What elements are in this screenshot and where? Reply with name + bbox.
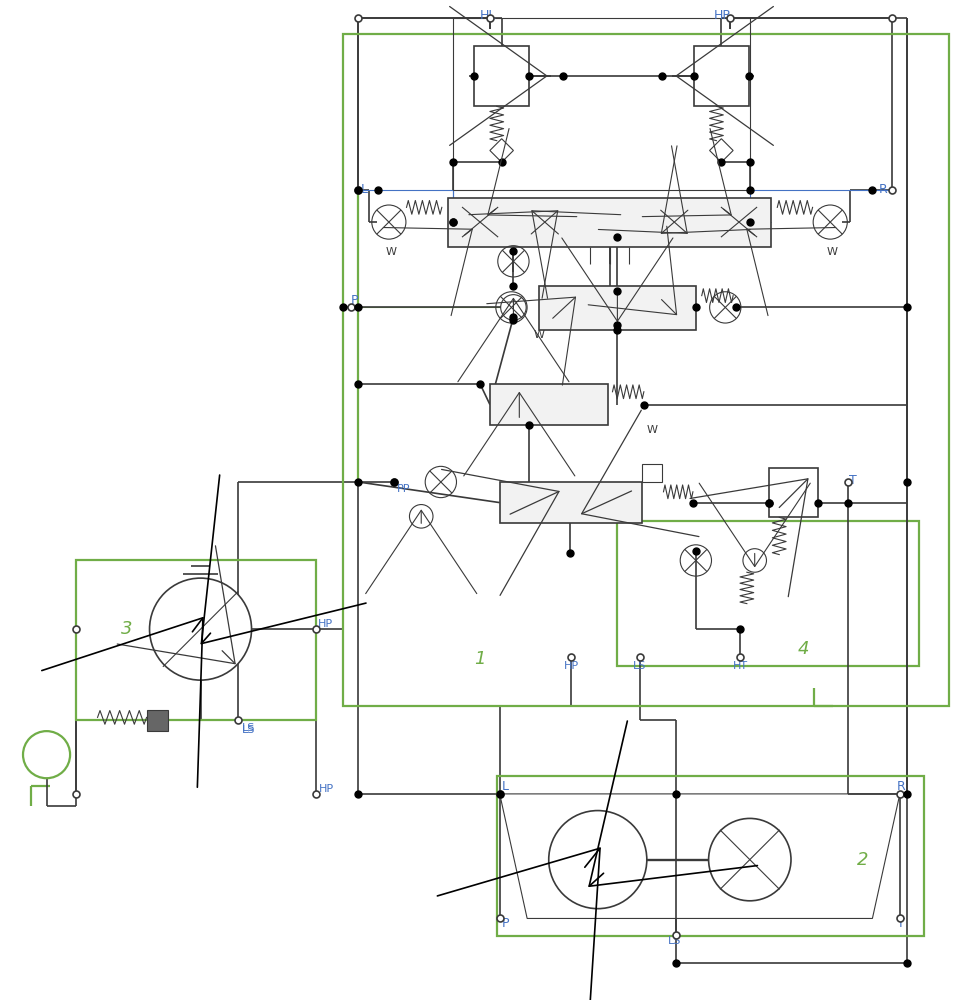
- Text: W: W: [385, 247, 396, 257]
- Bar: [539, 286, 696, 330]
- Text: LS: LS: [668, 936, 681, 946]
- Circle shape: [149, 578, 252, 680]
- Circle shape: [549, 811, 647, 909]
- Text: LS: LS: [242, 723, 256, 733]
- Text: HT: HT: [733, 661, 747, 671]
- Text: HL: HL: [480, 9, 497, 22]
- Text: W: W: [647, 425, 658, 435]
- Bar: [474, 46, 529, 106]
- Bar: [448, 198, 771, 247]
- Text: HR: HR: [713, 9, 732, 22]
- Text: 4: 4: [42, 747, 51, 762]
- Text: HP: HP: [319, 784, 334, 794]
- Text: P: P: [350, 294, 358, 307]
- Text: M: M: [644, 473, 653, 483]
- Text: T: T: [849, 474, 857, 487]
- Text: T: T: [897, 917, 905, 930]
- Bar: [694, 46, 749, 106]
- Bar: [642, 464, 661, 482]
- Circle shape: [709, 818, 791, 901]
- Bar: [618, 521, 920, 666]
- Bar: [770, 468, 819, 517]
- Text: PP: PP: [397, 484, 410, 494]
- Bar: [490, 384, 608, 425]
- Text: 1: 1: [474, 650, 486, 668]
- Text: W: W: [827, 247, 837, 257]
- Text: P: P: [501, 917, 509, 930]
- Text: 3: 3: [121, 620, 133, 638]
- Bar: [343, 34, 949, 706]
- Text: L: L: [360, 183, 368, 196]
- Text: LS: LS: [633, 661, 647, 671]
- Circle shape: [23, 731, 70, 778]
- Text: W: W: [534, 330, 545, 340]
- Text: 4: 4: [798, 640, 809, 658]
- Bar: [499, 482, 642, 523]
- Text: 2: 2: [857, 851, 868, 869]
- Text: L: L: [501, 780, 508, 793]
- Bar: [76, 560, 317, 720]
- Text: R: R: [897, 780, 906, 793]
- Bar: [497, 776, 924, 936]
- Text: HP: HP: [318, 619, 333, 629]
- Text: LS: LS: [242, 725, 256, 735]
- Bar: [453, 18, 750, 190]
- Text: R: R: [878, 183, 887, 196]
- Bar: [146, 710, 168, 731]
- Text: HP: HP: [563, 661, 579, 671]
